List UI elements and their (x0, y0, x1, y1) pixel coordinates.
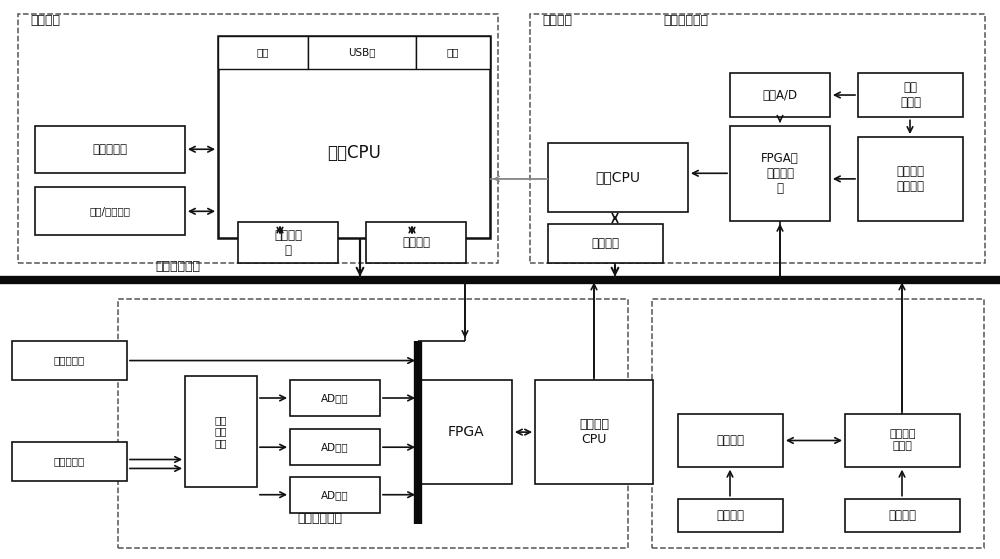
Text: 录波判据单元: 录波判据单元 (298, 513, 342, 525)
Bar (416, 36, 490, 69)
Text: 时间同步信号: 时间同步信号 (155, 260, 200, 273)
Bar (420, 380, 512, 484)
Text: 外部开关量: 外部开关量 (54, 356, 85, 366)
Bar (18, 14, 498, 263)
Text: 外部模拟量: 外部模拟量 (54, 456, 85, 466)
Text: FPGA硬
件波头检
测: FPGA硬 件波头检 测 (761, 152, 799, 195)
Bar (290, 429, 380, 465)
Text: USB口: USB口 (348, 48, 376, 58)
Bar (535, 380, 653, 484)
Text: 泰斗模块: 泰斗模块 (716, 434, 744, 447)
Bar (218, 36, 308, 69)
Bar (118, 299, 628, 548)
Bar (238, 222, 338, 263)
Bar (290, 380, 380, 416)
Bar (35, 126, 185, 173)
Text: 管理单元: 管理单元 (30, 14, 60, 27)
Bar (858, 137, 963, 221)
Text: 打印机接
口: 打印机接 口 (274, 229, 302, 257)
Bar (730, 73, 830, 117)
Bar (185, 376, 257, 487)
Bar (845, 414, 960, 467)
Bar (12, 442, 127, 481)
Text: FPGA: FPGA (448, 425, 484, 439)
Text: 对时信号: 对时信号 (889, 509, 916, 522)
Bar (366, 222, 466, 263)
Text: AD采样: AD采样 (321, 394, 349, 403)
Text: 键盘/鼠标接口: 键盘/鼠标接口 (90, 206, 130, 216)
Text: 管理CPU: 管理CPU (327, 144, 381, 162)
Text: 电压
互感器: 电压 互感器 (900, 81, 921, 109)
Text: 硬件波头
调理电路: 硬件波头 调理电路 (896, 165, 924, 193)
Text: 高速A/D: 高速A/D (762, 88, 798, 102)
Bar (652, 299, 984, 548)
Text: AD采样: AD采样 (321, 442, 349, 452)
Bar (35, 187, 185, 235)
Text: 存储插件: 存储插件 (402, 236, 430, 249)
Bar (218, 36, 490, 238)
Bar (530, 14, 985, 263)
Text: 时间同步单元: 时间同步单元 (663, 14, 708, 27)
Text: 录波判据
CPU: 录波判据 CPU (579, 418, 609, 446)
Text: 串口: 串口 (447, 48, 459, 58)
Bar (290, 477, 380, 513)
Bar (678, 414, 783, 467)
Text: 网口: 网口 (257, 48, 269, 58)
Text: 行波CPU: 行波CPU (596, 170, 641, 184)
Text: 液晶显示屏: 液晶显示屏 (92, 143, 128, 156)
Bar (548, 224, 663, 263)
Text: 存储插件: 存储插件 (592, 236, 620, 250)
Bar (730, 126, 830, 221)
Bar (845, 499, 960, 532)
Text: 信号
调理
电路: 信号 调理 电路 (215, 415, 227, 448)
Text: 行波单元: 行波单元 (542, 14, 572, 27)
Text: AD采样: AD采样 (321, 490, 349, 500)
Bar (12, 341, 127, 380)
Bar (308, 36, 416, 69)
Text: 时钟同步
单片机: 时钟同步 单片机 (889, 429, 916, 451)
Bar (548, 143, 688, 212)
Bar (858, 73, 963, 117)
Bar (678, 499, 783, 532)
Text: 天线信号: 天线信号 (716, 509, 744, 522)
